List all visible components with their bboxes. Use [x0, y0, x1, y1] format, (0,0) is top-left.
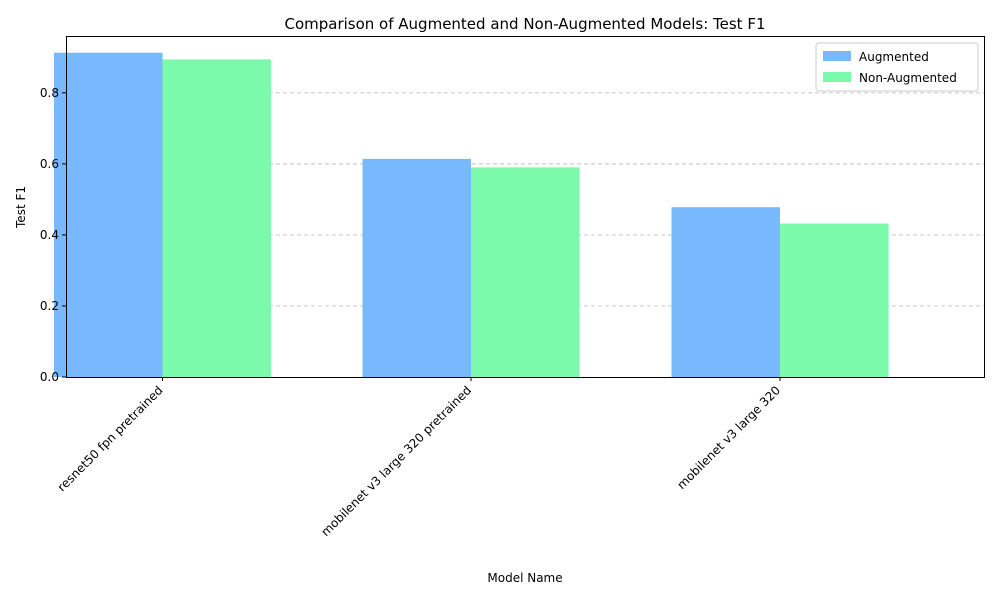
chart-title: Comparison of Augmented and Non-Augmente…: [284, 15, 765, 33]
legend-swatch: [823, 51, 851, 61]
legend-swatch: [823, 72, 851, 82]
y-tick-label: 0.2: [40, 299, 59, 313]
bars: [54, 52, 889, 377]
bar-augmented-1: [362, 158, 471, 377]
x-axis-label: Model Name: [487, 571, 562, 585]
x-tick-label: mobilenet v3 large 320 pretrained: [318, 383, 474, 539]
bar-non-augmented-1: [471, 167, 580, 377]
y-tick-label: 0.6: [40, 157, 59, 171]
x-axis-ticks: resnet50 fpn pretrained mobilenet v3 larg…: [55, 377, 783, 539]
y-axis-ticks: 0.0 0.2 0.4 0.6 0.8: [40, 86, 66, 384]
legend-box: [815, 42, 979, 92]
y-axis-label: Test F1: [14, 186, 28, 229]
legend-label: Augmented: [859, 50, 929, 64]
bar-augmented-2: [671, 207, 780, 377]
y-tick-label: 0.0: [40, 370, 59, 384]
y-tick-label: 0.8: [40, 86, 59, 100]
bar-non-augmented-2: [780, 223, 889, 377]
legend: Augmented Non-Augmented: [815, 42, 979, 92]
x-tick-label: mobilenet v3 large 320: [674, 383, 783, 492]
x-tick-label: resnet50 fpn pretrained: [55, 383, 166, 494]
plot-frame: [66, 36, 985, 378]
y-tick-label: 0.4: [40, 228, 59, 242]
bar-non-augmented-0: [162, 59, 271, 377]
bar-augmented-0: [54, 52, 163, 377]
legend-label: Non-Augmented: [859, 71, 957, 85]
